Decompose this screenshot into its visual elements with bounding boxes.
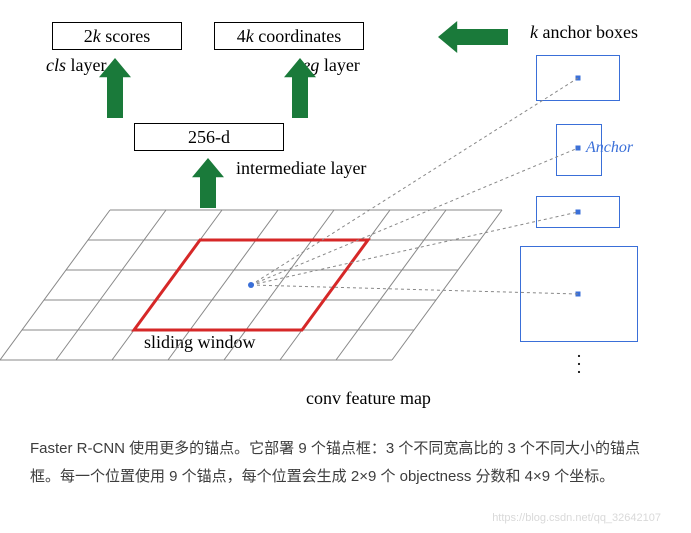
conv-map-label: conv feature map bbox=[306, 388, 431, 409]
diagram-canvas: 2k scores 4k coordinates 256-d cls layer… bbox=[0, 0, 691, 420]
cls-layer-label: cls layer bbox=[46, 55, 106, 76]
sliding-window-rect bbox=[134, 240, 368, 330]
coords-box: 4k coordinates bbox=[214, 22, 364, 50]
scores-box-text: 2k scores bbox=[84, 26, 150, 47]
intermediate-label: intermediate layer bbox=[236, 158, 366, 179]
anchor-inside-label: Anchor bbox=[586, 139, 633, 157]
anchor-dot-4 bbox=[576, 292, 581, 297]
anchor-dot-3 bbox=[576, 210, 581, 215]
scores-box: 2k scores bbox=[52, 22, 182, 50]
k-anchor-label: k anchor boxes bbox=[530, 22, 638, 43]
mid-box: 256-d bbox=[134, 123, 284, 151]
sliding-window-center-dot bbox=[248, 282, 254, 288]
anchor-dot-2 bbox=[576, 146, 581, 151]
watermark-text: https://blog.csdn.net/qq_32642107 bbox=[492, 512, 661, 524]
sliding-window-label: sliding window bbox=[144, 332, 256, 353]
reg-layer-label: reg layer bbox=[296, 55, 360, 76]
caption-paragraph: Faster R-CNN 使用更多的锚点。它部署 9 个锚点框：3 个不同宽高比… bbox=[30, 435, 655, 491]
anchor-dot-1 bbox=[576, 76, 581, 81]
coords-box-text: 4k coordinates bbox=[237, 26, 341, 47]
anchor-vdots: ··· bbox=[576, 352, 582, 376]
